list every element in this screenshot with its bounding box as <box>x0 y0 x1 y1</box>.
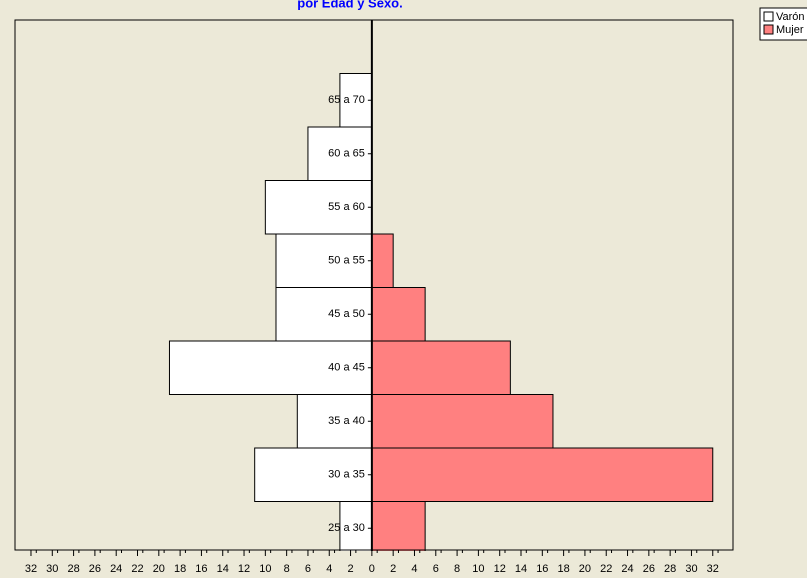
x-tick-label: 2 <box>348 563 354 575</box>
x-tick-label: 10 <box>259 563 271 575</box>
bar <box>371 340 511 395</box>
x-tick-label: 30 <box>685 563 697 575</box>
bar <box>339 501 373 556</box>
axis-cover <box>0 551 807 578</box>
x-tick-label: 16 <box>195 563 207 575</box>
y-tick-label: 25 a 30 <box>328 522 365 534</box>
x-tick-label: 20 <box>579 563 591 575</box>
bar <box>296 394 373 449</box>
chart-title: por Edad y Sexo. <box>297 0 402 10</box>
y-tick-label: 55 a 60 <box>328 201 365 213</box>
x-tick-label: 26 <box>89 563 101 575</box>
x-tick-label: 12 <box>238 563 250 575</box>
legend-label: Mujer <box>776 24 804 36</box>
y-tick-label: 40 a 45 <box>328 362 365 374</box>
bar <box>168 340 373 395</box>
x-tick-label: 12 <box>494 563 506 575</box>
x-tick-label: 28 <box>664 563 676 575</box>
bar <box>371 287 426 342</box>
x-tick-label: 24 <box>110 563 122 575</box>
legend-label: Varón <box>776 11 805 23</box>
x-tick-label: 14 <box>515 563 527 575</box>
legend <box>759 7 807 41</box>
x-tick-label: 32 <box>25 563 37 575</box>
x-tick-label: 24 <box>621 563 633 575</box>
x-tick-label: 30 <box>46 563 58 575</box>
bar <box>371 394 554 449</box>
x-tick-label: 18 <box>557 563 569 575</box>
bar <box>254 447 373 502</box>
y-tick-label: 30 a 35 <box>328 469 365 481</box>
y-tick-label: 35 a 40 <box>328 415 365 427</box>
x-tick-label: 2 <box>390 563 396 575</box>
x-tick-label: 6 <box>433 563 439 575</box>
y-tick-label: 65 a 70 <box>328 94 365 106</box>
x-tick-label: 8 <box>284 563 290 575</box>
x-tick-label: 4 <box>326 563 332 575</box>
x-tick-label: 32 <box>707 563 719 575</box>
x-tick-label: 22 <box>600 563 612 575</box>
bar <box>371 233 394 288</box>
x-tick-label: 22 <box>131 563 143 575</box>
x-tick-label: 16 <box>536 563 548 575</box>
x-tick-label: 10 <box>472 563 484 575</box>
x-tick-label: 4 <box>411 563 417 575</box>
y-tick-label: 50 a 55 <box>328 255 365 267</box>
bar <box>275 287 373 342</box>
legend-swatch <box>763 24 774 35</box>
legend-swatch <box>763 11 774 22</box>
x-tick-label: 6 <box>305 563 311 575</box>
x-tick-label: 20 <box>153 563 165 575</box>
x-tick-label: 14 <box>217 563 229 575</box>
y-tick-label: 45 a 50 <box>328 308 365 320</box>
y-tick-label: 60 a 65 <box>328 148 365 160</box>
x-tick-label: 26 <box>643 563 655 575</box>
bar <box>307 126 373 181</box>
x-tick-label: 28 <box>67 563 79 575</box>
x-tick-label: 18 <box>174 563 186 575</box>
bar <box>371 447 714 502</box>
x-tick-label: 0 <box>369 563 375 575</box>
x-tick-label: 8 <box>454 563 460 575</box>
bar <box>371 501 426 556</box>
